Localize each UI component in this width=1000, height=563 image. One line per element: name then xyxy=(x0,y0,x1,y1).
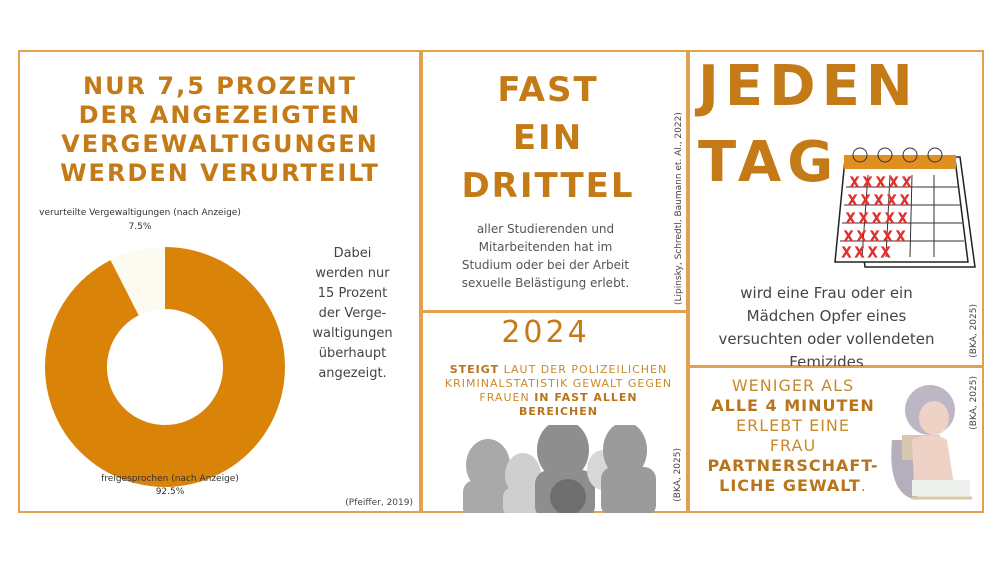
calendar-icon: X X X X XX X X X XX X X X XX X X X XX X … xyxy=(834,147,976,268)
body-text: aller Studierenden und Mitarbeitenden ha… xyxy=(461,222,630,290)
source: (BKA, 2025) xyxy=(969,376,979,430)
panel-title: NUR 7,5 PROZENT DER ANGEZEIGTEN VERGEWAL… xyxy=(60,72,380,187)
body-text: wird eine Frau oder ein Mädchen Opfer ei… xyxy=(718,284,935,371)
panel-conviction-rate: NUR 7,5 PROZENT DER ANGEZEIGTEN VERGEWAL… xyxy=(18,50,421,513)
source: (Pfeiffer, 2019) xyxy=(345,498,413,508)
donut-slice-1 xyxy=(45,247,285,487)
source: (BKA, 2025) xyxy=(673,448,683,502)
source: (BKA, 2025) xyxy=(969,304,979,358)
panel-2024: 2024 STEIGT LAUT DER POLIZEILICHEN KRIMI… xyxy=(421,311,688,513)
svg-text:X X X X X: X X X X X xyxy=(848,194,909,209)
women-silhouettes-illustration xyxy=(463,425,656,513)
svg-text:X X X X: X X X X xyxy=(842,246,890,261)
slice-label-acquitted: freigesprochen (nach Anzeige) 92.5% xyxy=(101,474,239,497)
panel-title: FAST EIN DRITTEL xyxy=(461,70,635,206)
crying-woman-illustration xyxy=(891,385,972,500)
year: 2024 xyxy=(501,315,590,350)
title-tag: TAG xyxy=(698,130,840,195)
body-text: STEIGT LAUT DER POLIZEILICHEN KRIMINALST… xyxy=(444,363,673,418)
side-text: Dabei werden nur 15 Prozent der Verge-wa… xyxy=(312,246,393,381)
panel-partner-violence: WENIGER ALS ALLE 4 MINUTEN ERLEBT EINE F… xyxy=(688,366,984,513)
slice-label-convicted: verurteilte Vergewaltigungen (nach Anzei… xyxy=(39,208,241,232)
source: (Lipinsky, Schredtl, Baumann et. Al., 20… xyxy=(674,112,684,305)
svg-text:X X X X X: X X X X X xyxy=(850,176,911,191)
donut-slice-0 xyxy=(110,247,165,316)
donut-chart xyxy=(45,247,285,487)
svg-text:X X X X X: X X X X X xyxy=(844,230,905,245)
svg-text:X X X X X: X X X X X xyxy=(846,212,907,227)
body-text: WENIGER ALS ALLE 4 MINUTEN ERLEBT EINE F… xyxy=(707,376,879,495)
panel-harassment: FAST EIN DRITTEL aller Studierenden und Mi… xyxy=(421,50,688,312)
title-jeden: JEDEN xyxy=(698,54,919,119)
